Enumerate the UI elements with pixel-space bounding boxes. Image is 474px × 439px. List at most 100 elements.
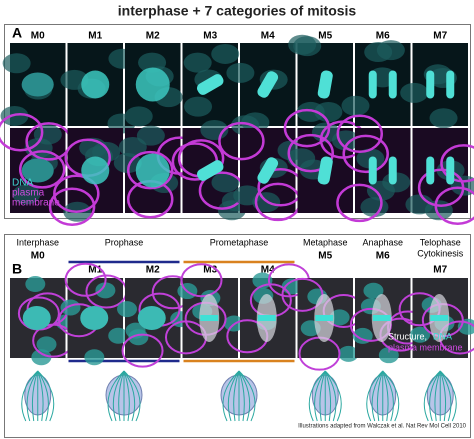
chromosomes (317, 70, 333, 99)
microtubule (382, 370, 400, 422)
nucleus (183, 52, 212, 73)
membrane (218, 121, 265, 161)
membrane (53, 174, 100, 213)
column-label: M4 (261, 31, 275, 42)
chromosomes (430, 315, 449, 321)
membrane (121, 333, 164, 368)
microtubule (324, 370, 337, 422)
chromosomes (196, 74, 224, 95)
legend-text: plasma membrane (388, 342, 463, 352)
microtubule (308, 370, 326, 422)
microtubule (31, 370, 39, 422)
chromatin (135, 153, 170, 188)
microtubule (429, 370, 441, 422)
legend-text: DNA (433, 331, 452, 341)
chromatin (135, 67, 170, 102)
microtubule (238, 370, 251, 422)
microtubule (118, 370, 125, 422)
microtubule (26, 370, 39, 422)
column-label: M2 (146, 31, 160, 42)
chromosomes (388, 156, 397, 185)
chromosomes (315, 315, 334, 321)
membrane (283, 108, 331, 148)
microtubule (37, 370, 44, 422)
nucleus (60, 299, 81, 316)
nucleus (410, 326, 431, 343)
nucleus (211, 43, 240, 64)
microtubule (324, 370, 342, 422)
nucleus (21, 72, 54, 97)
nucleus (31, 349, 52, 366)
membrane (287, 133, 334, 173)
chromatin (81, 156, 110, 185)
microtubule (434, 370, 441, 422)
nucleus (314, 101, 343, 122)
microtubule (21, 370, 39, 422)
membrane (434, 186, 474, 226)
microtubule (423, 370, 441, 422)
column-label: M7 (433, 265, 447, 276)
nucleus (80, 306, 109, 330)
membrane (64, 262, 107, 297)
microtubule (37, 370, 49, 422)
microtubule (112, 370, 125, 422)
chromosomes (200, 315, 219, 321)
column-label: M0 (31, 251, 45, 262)
membrane (0, 113, 44, 152)
phase-name: Anaphase (362, 237, 403, 247)
chromatin (81, 70, 110, 99)
nucleus (341, 95, 370, 116)
chromosomes (257, 157, 279, 184)
phase-name: Telophase (420, 237, 461, 247)
microtubule (376, 370, 384, 422)
nucleus (360, 197, 389, 218)
microtubule (314, 370, 326, 422)
nucleus (226, 62, 255, 83)
chromosomes (368, 70, 377, 99)
chromosomes (257, 315, 276, 321)
chromosomes (388, 70, 397, 99)
chromosomes (446, 156, 455, 185)
nucleus (22, 306, 51, 330)
nucleus (117, 301, 138, 318)
nucleus (136, 125, 165, 146)
column-label: M3 (203, 265, 217, 276)
phase-name: Prometaphase (210, 237, 269, 247)
phase-name: Prophase (105, 237, 144, 247)
phase-name: Interphase (16, 237, 59, 247)
column-label: M1 (88, 265, 102, 276)
legend-text: Structure, (388, 331, 427, 341)
nucleus (233, 185, 262, 206)
chromosomes (446, 70, 455, 99)
membrane (440, 144, 474, 183)
membrane (336, 114, 384, 154)
chromosomes (257, 71, 279, 98)
nucleus (378, 347, 399, 364)
nucleus (429, 108, 458, 129)
nucleus (363, 282, 384, 299)
panel-label: A (12, 25, 22, 41)
panel-label: B (12, 261, 22, 277)
title: interphase + 7 categories of mitosis (118, 3, 357, 19)
phase-name: Cytokinesis (417, 248, 464, 258)
membrane (48, 187, 96, 226)
microtubule (123, 370, 130, 422)
microtubule (371, 370, 384, 422)
membrane (18, 150, 66, 189)
column-label: M2 (146, 265, 160, 276)
nucleus (400, 82, 429, 103)
nucleus (329, 309, 350, 326)
nucleus (137, 306, 166, 330)
panel-b-frame (4, 234, 471, 438)
microtubule (366, 370, 384, 422)
chromosomes (317, 156, 333, 185)
chromosomes (196, 160, 224, 181)
nucleus (338, 345, 359, 362)
microtubule (238, 370, 256, 422)
nucleus (36, 336, 57, 353)
microtubule (439, 370, 457, 422)
microtubule (233, 370, 240, 422)
nucleus (84, 349, 105, 366)
column-label: M4 (261, 265, 275, 276)
nucleus (211, 172, 240, 193)
